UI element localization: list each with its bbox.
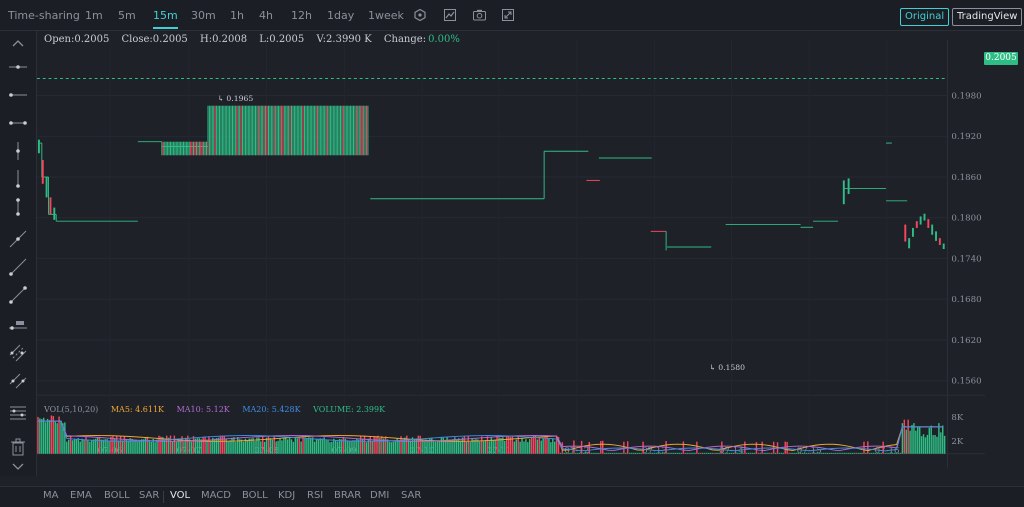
indicator-tab-kdj-7[interactable]: KDJ: [278, 490, 296, 501]
indicator-tab-dmi-10[interactable]: DMI: [370, 490, 390, 501]
date-tick-label: 07-09: [332, 446, 357, 456]
timeframe-tab-1h[interactable]: 1h: [230, 9, 244, 22]
timeframe-tab-15m[interactable]: 15m: [153, 0, 178, 29]
fibonacci-icon[interactable]: [8, 403, 28, 423]
low-value: L:0.2005: [259, 34, 305, 45]
change-label: Change:: [383, 34, 427, 45]
indicator-bar: MA EMA BOLL SAR VOL MACD BOLL KDJ RSI BRAR DMI SAR: [0, 486, 1024, 507]
ma10-value: MA10: 5.12K: [176, 405, 230, 414]
vertical-line-icon[interactable]: [8, 141, 28, 161]
original-view-button[interactable]: Original: [900, 8, 950, 26]
current-price-tag: 0.2005: [984, 52, 1018, 65]
price-tick-label: 0.1800: [951, 214, 981, 224]
change-value: 0.00%: [428, 34, 460, 45]
price-tick-label: 0.1620: [951, 336, 981, 346]
indicator-tab-brar-9[interactable]: BRAR: [334, 490, 362, 501]
timeframe-tab-12h[interactable]: 12h: [291, 9, 312, 22]
indicator-tab-vol-4[interactable]: VOL: [170, 490, 191, 501]
camera-icon[interactable]: [473, 9, 486, 21]
indicator-icon[interactable]: [414, 8, 426, 22]
price-tick-label: 0.1680: [951, 295, 981, 305]
horizontal-segment-icon[interactable]: [8, 113, 28, 133]
date-tick-label: 07-06: [98, 446, 123, 456]
indicator-tab-ema-1[interactable]: EMA: [70, 490, 92, 501]
volume-ma-line: [37, 420, 943, 452]
volume-ma-line: [37, 420, 943, 452]
chart-settings-icon[interactable]: [444, 9, 456, 21]
volume-tick-label: 2K: [951, 437, 963, 447]
volume-legend: VOL(5,10,20) MA5: 4.611K MA10: 5.12K MA2…: [44, 405, 395, 414]
horizontal-ray-icon[interactable]: [8, 57, 28, 77]
close-value: Close:0.2005: [121, 34, 188, 45]
price-tick-label: 0.1920: [951, 132, 981, 142]
tradingview-button[interactable]: TradingView: [952, 8, 1023, 26]
date-tick-label: 07-07: [176, 446, 201, 456]
parallel-channel-icon[interactable]: [8, 343, 28, 363]
high-value: H:0.2008: [199, 34, 248, 45]
price-tick-label: 0.1860: [951, 173, 981, 183]
low-price-label: ↳ 0.1580: [709, 363, 745, 372]
price-tick-label: 0.1980: [951, 91, 981, 101]
volume-current-value: VOLUME: 2.399K: [313, 405, 386, 414]
collapse-down-icon[interactable]: [8, 459, 28, 479]
vertical-segment-icon[interactable]: [8, 197, 28, 217]
indicator-tab-boll-2[interactable]: BOLL: [104, 490, 130, 501]
price-tick-label: 0.1740: [951, 254, 981, 264]
open-value: Open:0.2005: [44, 34, 110, 45]
price-chart[interactable]: 0.1980 0.1920 0.1860 0.1800 0.1740 0.1680 0.16…: [37, 31, 985, 477]
collapse-up-icon[interactable]: [8, 33, 28, 53]
trend-line-icon[interactable]: [8, 229, 28, 249]
indicator-tab-sar-11[interactable]: SAR: [401, 490, 422, 501]
indicator-tab-sar-3[interactable]: SAR: [139, 490, 160, 501]
indicator-tab-ma-0[interactable]: MA: [43, 490, 59, 501]
trash-icon[interactable]: [8, 437, 28, 457]
ma5-value: MA5: 4.611K: [110, 405, 165, 414]
parallel-lines-icon[interactable]: [8, 371, 28, 391]
timeframe-tab-4h[interactable]: 4h: [259, 9, 273, 22]
price-line-icon[interactable]: [8, 315, 28, 335]
price-axis: 0.1980 0.1920 0.1860 0.1800 0.1740 0.1680 0.16…: [951, 91, 981, 386]
timeframe-toolbar: Time-sharing 1m 5m 15m 30m 1h 4h 12h 1day 1week O…: [0, 0, 1024, 31]
indicator-separator: [163, 491, 164, 503]
fullscreen-icon[interactable]: [502, 9, 514, 21]
price-tick-label: 0.1560: [951, 377, 981, 387]
ohlc-readout: Open:0.2005 Close:0.2005 H:0.2008 L:0.20…: [44, 34, 469, 45]
vol-title: VOL(5,10,20): [44, 405, 99, 414]
timeframe-tab-1m[interactable]: 1m: [85, 9, 103, 22]
indicator-tab-rsi-8[interactable]: RSI: [307, 490, 324, 501]
timeframe-tab-1day[interactable]: 1day: [327, 9, 355, 22]
vertical-ray-icon[interactable]: [8, 169, 28, 189]
timeframe-tab-time-sharing[interactable]: Time-sharing: [8, 9, 80, 22]
segment-line-icon[interactable]: [8, 285, 28, 305]
horizontal-line-icon[interactable]: [8, 85, 28, 105]
indicator-tab-macd-5[interactable]: MACD: [201, 490, 231, 501]
date-tick-label: 07-12: [564, 446, 589, 456]
ma20-value: MA20: 5.428K: [242, 405, 301, 414]
timeframe-tab-1week[interactable]: 1week: [368, 9, 404, 22]
timeframe-tab-5m[interactable]: 5m: [118, 9, 136, 22]
volume-value: V:2.3990 K: [316, 34, 372, 45]
drawing-toolbar: [0, 31, 37, 476]
timeframe-tab-30m[interactable]: 30m: [191, 9, 216, 22]
indicator-tab-boll-6[interactable]: BOLL: [242, 490, 268, 501]
high-price-label: ↳ 0.1965: [218, 94, 254, 103]
ray-line-icon[interactable]: [8, 257, 28, 277]
volume-ma-line: [37, 420, 943, 452]
volume-tick-label: 8K: [951, 413, 963, 423]
